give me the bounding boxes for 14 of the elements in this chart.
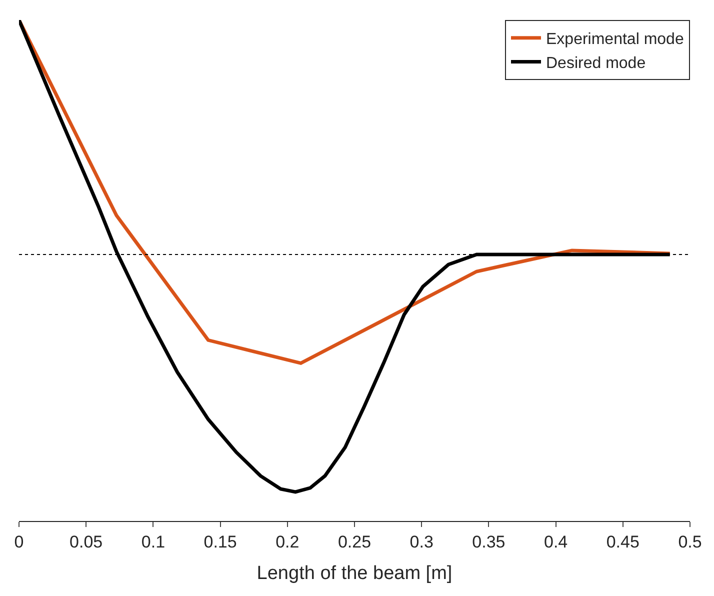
legend-label: Experimental mode <box>546 31 684 48</box>
x-tick-label: 0 <box>14 532 24 552</box>
x-tick-label: 0.2 <box>276 532 300 552</box>
x-tick-label: 0.05 <box>70 532 103 552</box>
x-tick-label: 0.5 <box>678 532 702 552</box>
x-tick-label: 0.1 <box>141 532 166 552</box>
x-tick-label: 0.45 <box>606 532 640 552</box>
x-axis-title: Length of the beam [m] <box>256 563 452 584</box>
legend-label: Desired mode <box>546 54 646 72</box>
x-tick-label: 0.25 <box>338 532 372 552</box>
x-tick-label: 0.15 <box>204 532 237 552</box>
x-tick-label: 0.4 <box>544 532 568 552</box>
x-tick-label: 0.3 <box>410 532 434 552</box>
x-tick-label: 0.35 <box>472 532 506 552</box>
